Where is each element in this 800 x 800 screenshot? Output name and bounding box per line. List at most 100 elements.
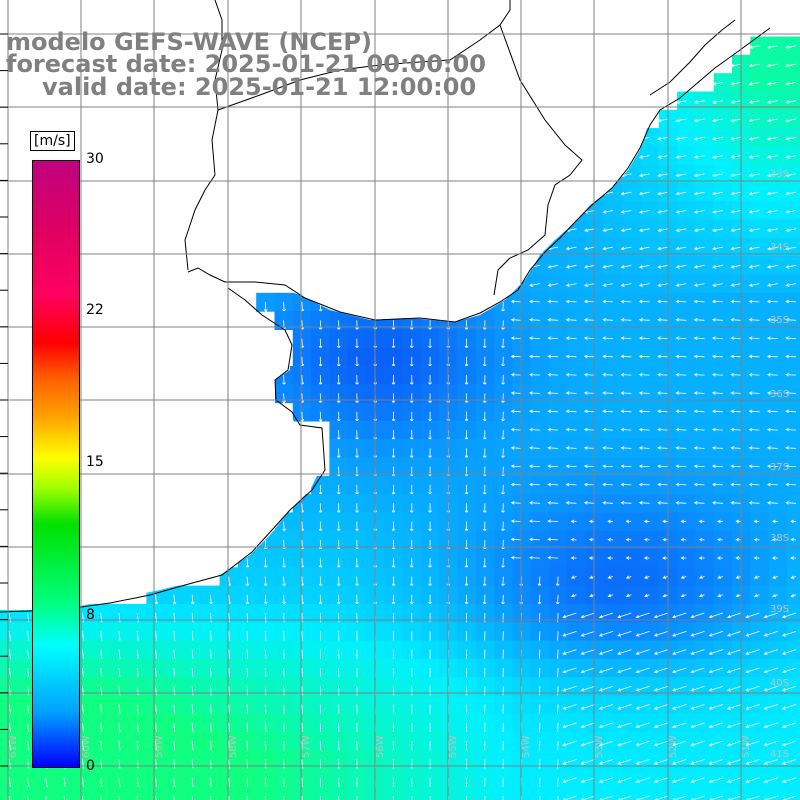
wind-arrow <box>786 246 797 250</box>
wind-cell <box>549 512 568 532</box>
wind-arrow <box>603 283 614 286</box>
wind-arrow-head <box>602 265 607 269</box>
wind-arrow-head <box>745 706 750 710</box>
latitude-label: 36S <box>770 389 789 400</box>
wind-cell <box>786 420 800 440</box>
wind-arrow-head <box>771 556 776 560</box>
wind-arrow-head <box>638 283 643 287</box>
wind-arrow <box>749 82 760 85</box>
wind-arrow <box>709 777 724 783</box>
wind-arrow-head <box>588 519 593 524</box>
wind-arrow-head <box>565 391 570 395</box>
wind-arrow-head <box>693 265 698 269</box>
wind-arrow-head <box>717 593 722 598</box>
wind-arrow <box>767 301 778 303</box>
wind-cell <box>567 329 587 349</box>
wind-arrow <box>566 484 577 486</box>
wind-cell <box>622 384 642 404</box>
wind-arrow-head <box>730 173 735 178</box>
wind-arrow-head <box>785 464 789 469</box>
wind-arrow-head <box>657 155 662 159</box>
wind-arrow-head <box>653 724 658 729</box>
wind-arrow <box>155 594 157 605</box>
wind-arrow <box>731 301 742 303</box>
wind-cell <box>713 640 733 660</box>
wind-arrow-head <box>657 354 661 359</box>
wind-arrow <box>676 228 687 232</box>
wind-cell <box>786 622 800 642</box>
wind-arrow <box>511 410 522 413</box>
lagoon-outline <box>493 24 583 296</box>
wind-arrow-head <box>785 246 790 251</box>
wind-arrow <box>731 337 742 339</box>
wind-arrow <box>749 355 760 358</box>
wind-arrow-head <box>529 519 533 523</box>
wind-arrow <box>712 228 723 232</box>
wind-cell <box>786 457 800 477</box>
wind-arrow-head <box>657 228 662 232</box>
wind-cell <box>677 750 696 770</box>
wind-arrow <box>566 355 577 358</box>
wind-arrow <box>617 685 632 691</box>
wind-arrow-head <box>617 651 622 655</box>
wind-arrow <box>676 283 687 286</box>
wind-arrow <box>529 484 540 486</box>
wind-arrow <box>786 155 797 158</box>
wind-cell <box>640 658 660 678</box>
wind-cell <box>36 786 56 800</box>
wind-cell <box>512 292 532 312</box>
wind-arrow <box>636 685 650 691</box>
wind-cell <box>622 585 642 605</box>
wind-arrow-head <box>617 614 622 619</box>
wind-arrow <box>745 649 760 655</box>
wind-arrow-head <box>730 136 735 141</box>
wind-arrow-head <box>730 482 735 487</box>
wind-cell <box>768 494 788 513</box>
wind-arrow-head <box>675 283 680 287</box>
wind-arrow <box>548 301 559 303</box>
wind-arrow-head <box>753 593 758 598</box>
wind-arrow-head <box>785 354 789 359</box>
wind-cell <box>768 420 788 440</box>
wind-cell <box>18 786 38 800</box>
wind-arrow <box>562 740 577 746</box>
wind-arrow-head <box>598 724 603 729</box>
wind-cell <box>713 750 733 770</box>
wind-arrow-head <box>766 354 771 359</box>
wind-cell <box>603 420 623 440</box>
wind-arrow-head <box>771 537 776 542</box>
wind-arrow <box>599 722 614 728</box>
coastline-river-plate-north <box>187 267 456 323</box>
longitude-label: 60W <box>81 735 92 758</box>
wind-arrow-head <box>653 651 658 655</box>
wind-arrow-head <box>635 706 640 710</box>
wind-arrow-head <box>584 246 588 251</box>
wind-arrow-head <box>726 669 731 674</box>
wind-arrow-head <box>766 318 771 322</box>
wind-arrow <box>658 155 669 158</box>
wind-arrow-head <box>529 318 533 322</box>
wind-arrow-head <box>693 191 698 196</box>
wind-cell <box>274 786 294 800</box>
wind-cell <box>768 219 788 239</box>
wind-cell <box>786 512 800 532</box>
wind-arrow-head <box>790 575 795 579</box>
wind-arrow-head <box>690 706 695 710</box>
wind-cell <box>603 567 623 587</box>
wind-cell <box>750 732 770 751</box>
wind-arrow <box>749 319 760 321</box>
wind-arrow <box>228 795 230 800</box>
wind-arrow <box>511 465 522 467</box>
wind-arrow-head <box>644 575 648 579</box>
wind-arrow-head <box>753 537 758 542</box>
wind-arrow-head <box>598 761 603 765</box>
wind-arrow <box>786 210 797 213</box>
wind-arrow <box>621 173 632 177</box>
wind-cell <box>567 475 587 495</box>
wind-arrow-head <box>547 265 552 269</box>
wind-cell <box>585 366 605 385</box>
wind-cell <box>567 237 587 257</box>
wind-cell <box>768 256 788 276</box>
wind-arrow-head <box>580 743 585 747</box>
wind-arrow <box>639 264 650 268</box>
